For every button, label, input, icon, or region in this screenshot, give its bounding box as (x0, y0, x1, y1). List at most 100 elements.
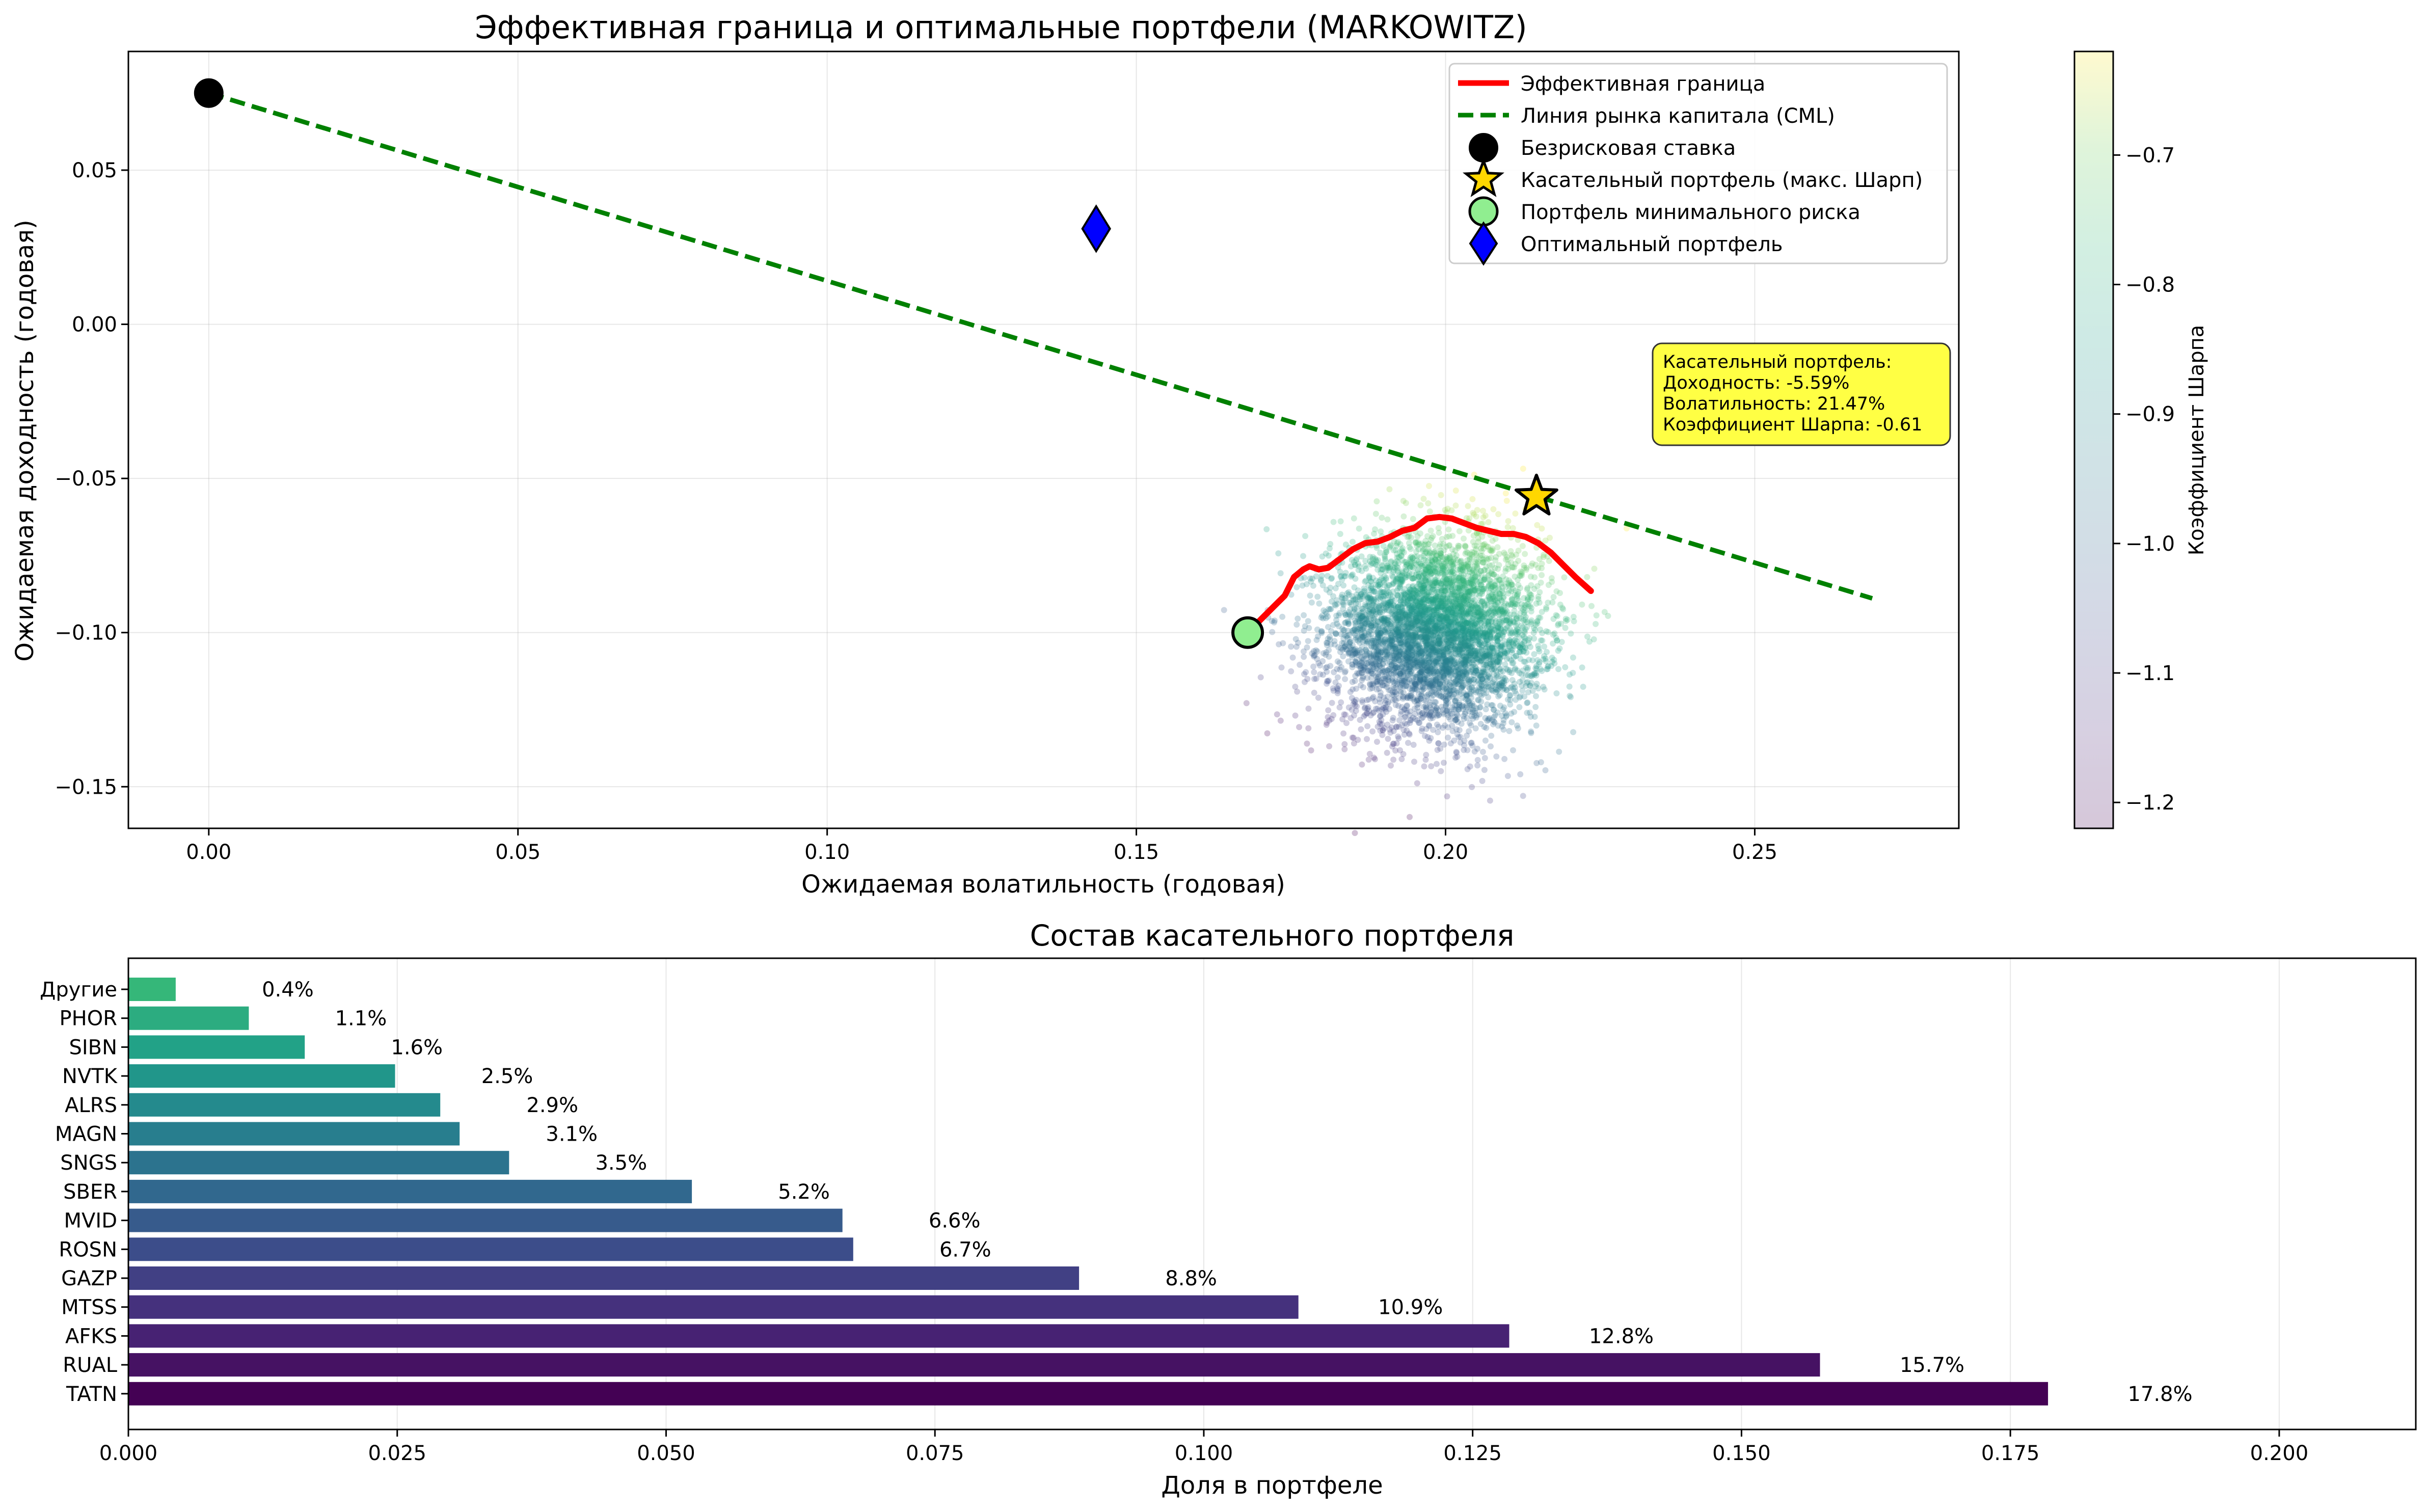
random-portfolio-point (1512, 510, 1519, 517)
random-portfolio-point (1324, 642, 1330, 649)
random-portfolio-point (1455, 545, 1462, 551)
random-portfolio-point (1330, 712, 1337, 718)
random-portfolio-point (1418, 652, 1425, 659)
random-portfolio-point (1439, 724, 1446, 731)
random-portfolio-point (1386, 636, 1392, 642)
random-portfolio-point (1482, 715, 1489, 721)
random-portfolio-point (1405, 632, 1411, 638)
random-portfolio-point (1338, 699, 1344, 706)
random-portfolio-point (1296, 724, 1303, 731)
random-portfolio-point (1507, 631, 1514, 638)
random-portfolio-point (1435, 614, 1441, 621)
random-portfolio-point (1364, 736, 1370, 742)
random-portfolio-point (1356, 661, 1363, 668)
random-portfolio-point (1349, 695, 1355, 701)
random-portfolio-point (1362, 619, 1369, 626)
random-portfolio-point (1326, 743, 1333, 749)
random-portfolio-point (1478, 572, 1485, 578)
random-portfolio-point (1478, 698, 1485, 705)
random-portfolio-point (1345, 591, 1352, 598)
random-portfolio-point (1442, 660, 1449, 666)
random-portfolio-point (1400, 689, 1407, 696)
random-portfolio-point (1450, 596, 1457, 602)
random-portfolio-point (1310, 663, 1317, 670)
random-portfolio-point (1461, 626, 1468, 633)
random-portfolio-point (1398, 708, 1405, 715)
random-portfolio-point (1384, 648, 1390, 655)
random-portfolio-point (1396, 661, 1403, 668)
random-portfolio-point (1426, 641, 1433, 647)
random-portfolio-point (1272, 617, 1278, 624)
random-portfolio-point (1438, 492, 1444, 498)
random-portfolio-point (1499, 677, 1506, 683)
random-portfolio-point (1328, 641, 1334, 648)
random-portfolio-point (1378, 649, 1384, 656)
random-portfolio-point (1467, 620, 1473, 627)
random-portfolio-point (1553, 690, 1560, 696)
random-portfolio-point (1359, 699, 1366, 706)
random-portfolio-point (1431, 596, 1437, 603)
random-portfolio-point (1450, 564, 1457, 571)
random-portfolio-point (1395, 733, 1401, 740)
random-portfolio-point (1368, 623, 1374, 629)
random-portfolio-point (1465, 611, 1471, 618)
random-portfolio-point (1338, 664, 1345, 670)
random-portfolio-point (1410, 636, 1416, 643)
random-portfolio-point (1502, 607, 1509, 614)
random-portfolio-point (1426, 681, 1433, 688)
random-portfolio-point (1461, 661, 1468, 668)
random-portfolio-point (1305, 638, 1311, 644)
random-portfolio-point (1593, 612, 1600, 618)
random-portfolio-point (1466, 619, 1472, 626)
random-portfolio-point (1451, 603, 1458, 610)
random-portfolio-point (1437, 550, 1444, 557)
random-portfolio-point (1419, 663, 1425, 670)
random-portfolio-point (1410, 575, 1417, 582)
random-portfolio-point (1401, 595, 1408, 602)
random-portfolio-point (1553, 588, 1560, 595)
random-portfolio-point (1479, 587, 1486, 594)
random-portfolio-point (1481, 620, 1488, 627)
random-portfolio-point (1517, 573, 1524, 579)
random-portfolio-point (1421, 603, 1427, 610)
random-portfolio-point (1355, 566, 1362, 573)
random-portfolio-point (1413, 658, 1419, 664)
random-portfolio-point (1389, 573, 1395, 579)
random-portfolio-point (1304, 644, 1310, 651)
random-portfolio-point (1440, 626, 1446, 633)
random-portfolio-point (1443, 637, 1450, 643)
random-portfolio-point (1410, 674, 1417, 681)
random-portfolio-point (1280, 640, 1286, 646)
random-portfolio-point (1470, 538, 1476, 545)
random-portfolio-point (1417, 663, 1423, 670)
random-portfolio-point (1361, 625, 1367, 631)
random-portfolio-point (1354, 591, 1360, 598)
random-portfolio-point (1367, 667, 1373, 673)
random-portfolio-point (1448, 606, 1454, 613)
random-portfolio-point (1518, 640, 1524, 647)
random-portfolio-point (1496, 591, 1503, 598)
random-portfolio-point (1269, 618, 1275, 624)
random-portfolio-point (1553, 612, 1559, 618)
random-portfolio-point (1410, 590, 1416, 597)
random-portfolio-point (1460, 653, 1466, 659)
random-portfolio-point (1480, 661, 1487, 668)
random-portfolio-point (1430, 683, 1436, 690)
random-portfolio-point (1466, 658, 1472, 664)
random-portfolio-point (1558, 639, 1565, 645)
random-portfolio-point (1520, 466, 1526, 472)
random-portfolio-point (1488, 585, 1494, 592)
random-portfolio-point (1438, 628, 1445, 634)
random-portfolio-point (1452, 706, 1459, 713)
random-portfolio-point (1506, 643, 1513, 650)
random-portfolio-point (1506, 614, 1513, 620)
random-portfolio-point (1324, 573, 1331, 579)
random-portfolio-point (1475, 640, 1482, 647)
random-portfolio-point (1435, 740, 1442, 747)
random-portfolio-point (1389, 678, 1396, 685)
random-portfolio-point (1435, 686, 1442, 692)
random-portfolio-point (1471, 669, 1477, 676)
random-portfolio-point (1407, 612, 1413, 618)
random-portfolio-point (1367, 594, 1373, 600)
random-portfolio-point (1398, 663, 1405, 670)
